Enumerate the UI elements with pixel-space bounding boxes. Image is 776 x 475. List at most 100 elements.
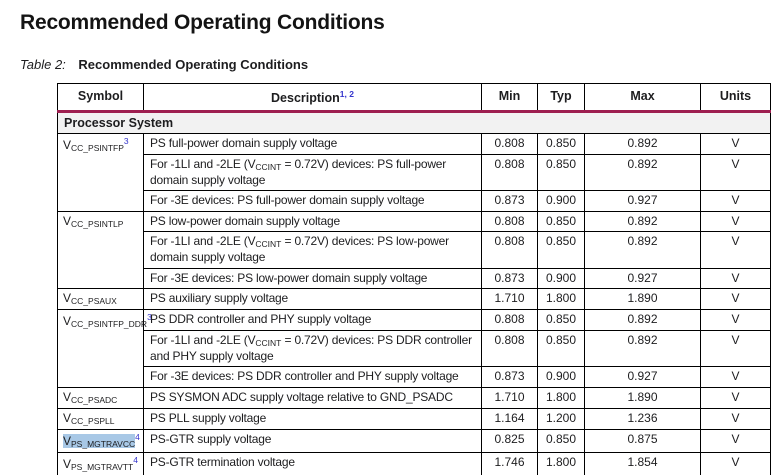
description-cell: PS low-power domain supply voltage	[143, 210, 482, 233]
typ-cell: 1.200	[537, 407, 585, 430]
column-header-typ: Typ	[537, 83, 585, 113]
description-cell: PS-GTR termination voltage	[143, 451, 482, 475]
symbol-cell: VPS_MGTRAVCC4	[57, 428, 144, 453]
units-cell: V	[700, 133, 771, 155]
max-cell: 0.892	[584, 210, 701, 233]
table-row: VCC_PSINTLP PS low-power domain supply vo…	[57, 210, 771, 290]
units-cell: V	[700, 329, 771, 367]
footnote-link[interactable]: 1, 2	[339, 89, 354, 99]
typ-cell: 0.850	[537, 153, 585, 192]
column-header-units: Units	[700, 83, 771, 113]
typ-cell: 0.900	[537, 365, 585, 388]
table-row: For -1LI and -2LE (VCCINT = 0.72V) devic…	[58, 329, 771, 367]
units-cell: V	[700, 407, 771, 430]
max-cell: 1.236	[584, 407, 701, 430]
max-cell: 0.875	[584, 428, 701, 453]
min-cell: 0.808	[481, 133, 538, 155]
description-cell: PS DDR controller and PHY supply voltage	[143, 309, 482, 331]
table-row: VCC_PSAUX PS auxiliary supply voltage 1.71…	[57, 288, 771, 311]
symbol-cell: VCC_PSINTFP3	[57, 133, 144, 212]
column-header-symbol: Symbol	[57, 83, 144, 113]
min-cell: 1.710	[481, 386, 538, 409]
min-cell: 1.164	[481, 407, 538, 430]
units-cell: V	[700, 365, 771, 388]
symbol-text: VCC_PSINTFP_DDR	[63, 314, 148, 330]
symbol-cell: VCC_PSPLL	[57, 407, 144, 430]
description-cell: For -1LI and -2LE (VCCINT = 0.72V) devic…	[143, 231, 482, 269]
description-cell: For -3E devices: PS full-power domain su…	[143, 190, 482, 212]
units-cell: V	[700, 267, 771, 290]
units-cell: V	[700, 386, 771, 409]
min-cell: 0.873	[481, 365, 538, 388]
description-cell: For -3E devices: PS DDR controller and P…	[143, 365, 482, 388]
min-cell: 0.873	[481, 267, 538, 290]
max-cell: 0.892	[584, 153, 701, 192]
max-cell: 0.927	[584, 190, 701, 212]
description-cell: PS full-power domain supply voltage	[143, 133, 482, 155]
typ-cell: 1.800	[537, 386, 585, 409]
description-cell: For -3E devices: PS low-power domain sup…	[143, 267, 482, 290]
symbol-text: VPS_MGTRAVCC	[63, 433, 136, 449]
units-cell: V	[700, 210, 771, 233]
min-cell: 0.808	[481, 231, 538, 269]
typ-cell: 1.800	[537, 451, 585, 475]
footnote-link[interactable]: 3	[123, 136, 129, 147]
symbol-cell: VCC_PSINTFP_DDR3	[57, 309, 152, 388]
column-header-min: Min	[481, 83, 538, 113]
typ-cell: 0.850	[537, 309, 585, 331]
description-cell: PS PLL supply voltage	[143, 407, 482, 430]
column-header-description: Description1, 2	[143, 83, 482, 113]
units-cell: V	[700, 153, 771, 192]
units-cell: V	[700, 288, 771, 311]
footnote-link[interactable]: 4	[133, 454, 138, 465]
table-row: VCC_PSPLL PS PLL supply voltage 1.164 1.200…	[57, 407, 771, 430]
min-cell: 0.808	[481, 153, 538, 192]
max-cell: 0.927	[584, 365, 701, 388]
table-row: VCC_PSINTFP3 PS full-power domain supply …	[57, 133, 771, 212]
typ-cell: 0.900	[537, 267, 585, 290]
description-cell: PS auxiliary supply voltage	[143, 288, 482, 311]
page-title: Recommended Operating Conditions	[20, 11, 385, 34]
document-page: Recommended Operating Conditions Table 2…	[0, 11, 776, 475]
symbol-cell: VPS_MGTRAVTT4	[57, 451, 144, 475]
description-cell: For -1LI and -2LE (VCCINT = 0.72V) devic…	[143, 329, 482, 367]
max-cell: 1.890	[584, 288, 701, 311]
units-cell: V	[700, 451, 771, 475]
min-cell: 0.808	[481, 329, 538, 367]
typ-cell: 0.900	[537, 190, 585, 212]
symbol-text: VPS_MGTRAVTT	[63, 456, 134, 472]
max-cell: 0.927	[584, 267, 701, 290]
footnote-link[interactable]: 4	[135, 431, 140, 442]
description-cell: For -1LI and -2LE (VCCINT = 0.72V) devic…	[143, 153, 482, 192]
symbol-text: VCC_PSINTFP	[63, 138, 124, 154]
typ-cell: 0.850	[537, 210, 585, 233]
typ-cell: 0.850	[537, 133, 585, 155]
table-row: VPS_MGTRAVTT4 PS-GTR termination voltage 1…	[57, 451, 771, 475]
max-cell: 1.854	[584, 451, 701, 475]
symbol-cell: VCC_PSINTLP	[57, 210, 144, 290]
table-row: For -3E devices: PS low-power domain sup…	[58, 267, 771, 290]
units-cell: V	[700, 428, 771, 453]
section-header-label: Processor System	[57, 110, 771, 135]
symbol-text: VCC_PSPLL	[63, 410, 115, 426]
table-row: For -3E devices: PS full-power domain su…	[58, 190, 771, 212]
typ-cell: 1.800	[537, 288, 585, 311]
max-cell: 0.892	[584, 329, 701, 367]
table-caption-title: Recommended Operating Conditions	[78, 57, 309, 72]
units-cell: V	[700, 231, 771, 269]
table-row: VPS_MGTRAVCC4 PS-GTR supply voltage 0.825 0…	[57, 428, 771, 453]
table-header-row: Symbol Description1, 2 Min Typ Max Units	[57, 83, 771, 113]
section-header-row: Processor System	[57, 110, 771, 135]
description-cell: PS SYSMON ADC supply voltage relative to…	[143, 386, 482, 409]
description-cell: PS-GTR supply voltage	[143, 428, 482, 453]
column-header-max: Max	[584, 83, 701, 113]
symbol-cell: VCC_PSADC	[57, 386, 144, 409]
table-row: VCC_PSADC PS SYSMON ADC supply voltage re…	[57, 386, 771, 409]
table-caption: Table 2: Recommended Operating Condition…	[20, 57, 776, 72]
max-cell: 0.892	[584, 309, 701, 331]
column-header-description-label: Description	[271, 91, 340, 105]
max-cell: 1.890	[584, 386, 701, 409]
units-cell: V	[700, 190, 771, 212]
min-cell: 1.746	[481, 451, 538, 475]
symbol-cell: VCC_PSAUX	[57, 288, 144, 311]
